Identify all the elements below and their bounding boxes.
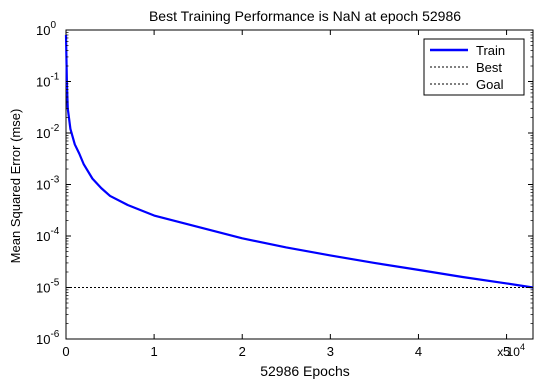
x-tick-multiplier-base: x 10 [497,345,520,359]
y-tick-label: 100 [36,20,56,38]
x-tick-label: 1 [150,344,157,359]
y-tick-label-base: 10 [36,229,50,244]
x-tick-multiplier: x 104 [497,342,525,359]
y-tick-label: 10-6 [36,329,60,347]
series-line-train [64,34,534,289]
legend: Train Best Goal [423,38,525,96]
x-tick-label: 5 [503,344,510,359]
y-tick-label-base: 10 [36,332,50,347]
y-tick-label-base: 10 [36,75,50,90]
y-tick-label: 10-4 [36,226,60,244]
y-tick-label-exponent: -1 [50,72,59,83]
legend-box [423,38,525,96]
y-tick-label-exponent: -3 [50,175,59,186]
y-axis-label: Mean Squared Error (mse) [8,109,23,264]
y-tick-label-exponent: -6 [50,329,59,340]
x-tick-label: 3 [327,344,334,359]
y-tick-label-base: 10 [36,126,50,141]
x-tick-label: 2 [239,344,246,359]
y-tick-label-exponent: -5 [50,278,59,289]
series-layer [64,34,534,289]
x-axis-label: 52986 Epochs [260,363,350,379]
x-tick-multiplier-exponent: 4 [520,342,525,352]
y-tick-label-exponent: -4 [50,226,59,237]
y-tick-label-exponent: -2 [50,123,59,134]
y-tick-label: 10-5 [36,278,60,296]
y-tick-label-base: 10 [36,281,50,296]
x-tick-label: 0 [62,344,69,359]
legend-label-best: Best [476,60,502,75]
y-tick-label: 10-3 [36,175,60,193]
y-tick-label-base: 10 [36,178,50,193]
y-tick-label-exponent: 0 [50,20,56,31]
legend-label-train: Train [476,43,505,58]
legend-label-goal: Goal [476,77,504,92]
x-tick-label: 4 [415,344,422,359]
y-tick-label: 10-1 [36,72,60,90]
chart-title: Best Training Performance is NaN at epoc… [149,8,461,24]
y-tick-label: 10-2 [36,123,60,141]
y-tick-label-base: 10 [36,23,50,38]
